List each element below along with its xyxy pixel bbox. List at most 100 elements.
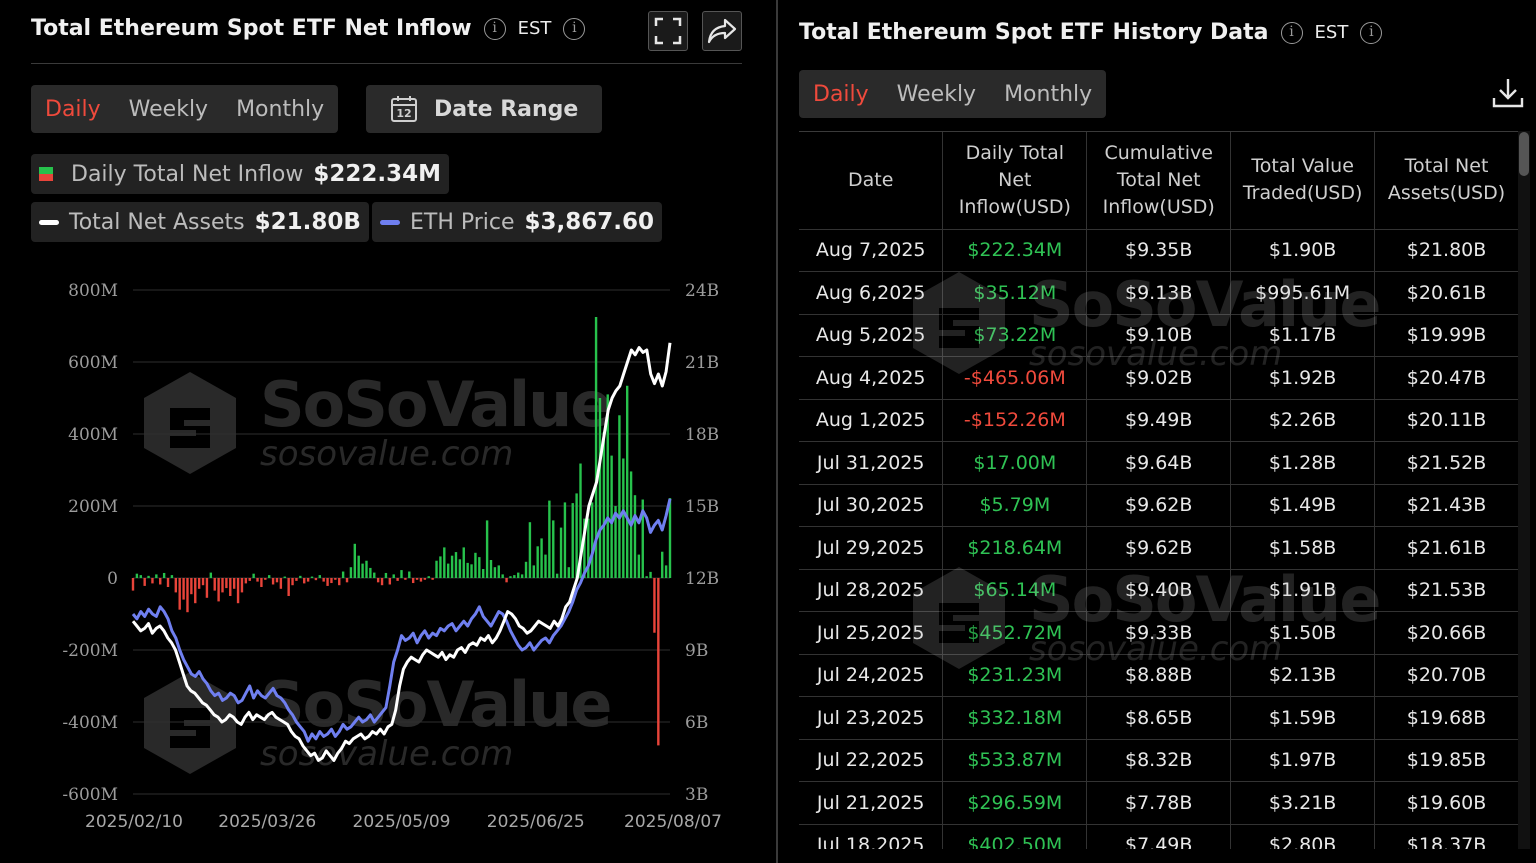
tab-monthly[interactable]: Monthly xyxy=(236,96,325,122)
inflow-bar xyxy=(322,578,325,582)
inflow-bar xyxy=(664,565,668,578)
table-cell: Jul 25,2025 xyxy=(799,611,944,655)
inflow-bar xyxy=(544,554,547,578)
table-cell: $20.66B xyxy=(1374,611,1519,655)
inflow-bar xyxy=(213,578,216,591)
inflow-bar xyxy=(614,506,617,578)
table-row[interactable]: Aug 7,2025 $222.34M $9.35B $1.90B $21.80B xyxy=(799,229,1519,272)
tab-monthly[interactable]: Monthly xyxy=(1004,81,1093,107)
inflow-bar xyxy=(513,575,516,578)
inflow-bar xyxy=(330,578,333,584)
inflow-bar xyxy=(583,518,586,578)
inflow-bar xyxy=(641,499,644,578)
table-row[interactable]: Jul 23,2025 $332.18M $8.65B $1.59B $19.68B xyxy=(799,696,1519,740)
column-header[interactable]: Daily Total Net Inflow(USD) xyxy=(942,132,1088,230)
inflow-bar xyxy=(373,572,376,578)
inflow-bar xyxy=(357,555,360,578)
column-header[interactable]: Date xyxy=(799,132,944,230)
inflow-bar xyxy=(458,559,462,578)
table-row[interactable]: Aug 5,2025 $73.22M $9.10B $1.17B $19.99B xyxy=(799,314,1519,357)
history-table-wrap[interactable]: Date Daily Total Net Inflow(USD) Cumulat… xyxy=(799,131,1519,849)
table-row[interactable]: Jul 30,2025 $5.79M $9.62B $1.49B $21.43B xyxy=(799,484,1519,527)
table-cell: $9.10B xyxy=(1086,314,1232,357)
column-header[interactable]: Total Value Traded(USD) xyxy=(1230,132,1376,230)
table-cell: $19.99B xyxy=(1374,314,1519,357)
column-header[interactable]: Total Net Assets(USD) xyxy=(1374,132,1519,230)
inflow-bar xyxy=(450,555,454,578)
history-panel: Total Ethereum Spot ETF History Data i E… xyxy=(779,0,1536,863)
inflow-bar xyxy=(548,500,551,578)
table-cell: $222.34M xyxy=(942,229,1088,272)
legend-inflow[interactable]: Daily Total Net Inflow $222.34M xyxy=(31,154,450,194)
inflow-bar xyxy=(252,573,255,578)
timezone-label: EST xyxy=(517,18,552,39)
table-cell: $2.80B xyxy=(1230,824,1376,849)
timezone-info-icon[interactable]: i xyxy=(563,17,586,40)
inflow-bar xyxy=(275,578,279,583)
tab-weekly[interactable]: Weekly xyxy=(128,96,209,122)
inflow-bar xyxy=(524,561,528,578)
table-row[interactable]: Jul 18,2025 $402.50M $7.49B $2.80B $18.37B xyxy=(799,824,1519,849)
table-cell: $1.92B xyxy=(1230,356,1376,400)
inflow-bar xyxy=(380,578,384,586)
right-tick-label: 24B xyxy=(685,281,719,301)
timezone-info-icon[interactable]: i xyxy=(1360,21,1383,44)
tab-weekly[interactable]: Weekly xyxy=(896,81,977,107)
history-period-tabs: Daily Weekly Monthly xyxy=(799,70,1107,118)
column-header[interactable]: Cumulative Total Net Inflow(USD) xyxy=(1086,132,1232,230)
table-scroll-thumb[interactable] xyxy=(1519,132,1529,176)
share-button[interactable] xyxy=(702,11,742,51)
fullscreen-button[interactable] xyxy=(648,11,688,51)
table-cell: $9.62B xyxy=(1086,484,1232,527)
table-cell: Aug 4,2025 xyxy=(799,356,944,400)
inflow-bar xyxy=(303,578,306,584)
table-row[interactable]: Aug 4,2025 -$465.06M $9.02B $1.92B $20.47B xyxy=(799,356,1519,400)
net-inflow-panel: Total Ethereum Spot ETF Net Inflow i EST… xyxy=(0,11,776,840)
table-cell: $20.70B xyxy=(1374,654,1519,697)
download-icon[interactable] xyxy=(1491,76,1525,110)
table-row[interactable]: Jul 29,2025 $218.64M $9.62B $1.58B $21.61B xyxy=(799,526,1519,570)
inflow-bar xyxy=(552,520,555,578)
table-row[interactable]: Jul 25,2025 $452.72M $9.33B $1.50B $20.66B xyxy=(799,611,1519,655)
table-cell: $9.35B xyxy=(1086,229,1232,272)
inflow-chart[interactable]: 800M 600M 400M 200M 0 -200M -400M -600M 24B 21B 1… xyxy=(0,270,776,840)
table-scrollbar[interactable] xyxy=(1518,131,1530,849)
right-axis: 24B 21B 18B 15B 12B 9B 6B 3B xyxy=(685,281,719,805)
legend-assets[interactable]: Total Net Assets $21.80B xyxy=(31,202,369,242)
x-tick-label: 2025/06/25 xyxy=(487,812,585,832)
table-cell: Aug 7,2025 xyxy=(799,229,944,272)
inflow-bar xyxy=(271,578,275,585)
table-row[interactable]: Aug 1,2025 -$152.26M $9.49B $2.26B $20.11B xyxy=(799,399,1519,442)
table-cell: $2.26B xyxy=(1230,399,1376,442)
table-row[interactable]: Jul 21,2025 $296.59M $7.78B $3.21B $19.60B xyxy=(799,781,1519,825)
info-icon[interactable]: i xyxy=(483,17,506,40)
right-tick-label: 9B xyxy=(685,641,708,661)
inflow-bar xyxy=(446,563,450,578)
table-cell: Jul 31,2025 xyxy=(799,441,944,485)
table-row[interactable]: Aug 6,2025 $35.12M $9.13B $995.61M $20.61B xyxy=(799,271,1519,315)
inflow-bar xyxy=(501,574,504,578)
tab-daily[interactable]: Daily xyxy=(45,96,101,122)
legend-price[interactable]: ETH Price $3,867.60 xyxy=(372,202,663,242)
inflow-bar xyxy=(349,567,353,578)
table-cell: Jul 22,2025 xyxy=(799,739,944,782)
table-cell: $1.50B xyxy=(1230,611,1376,655)
inflow-bar xyxy=(139,575,142,578)
inflow-bar xyxy=(478,557,481,578)
header-divider xyxy=(31,63,742,64)
tab-daily[interactable]: Daily xyxy=(813,81,869,107)
table-row[interactable]: Jul 24,2025 $231.23M $8.88B $2.13B $20.70B xyxy=(799,654,1519,697)
table-row[interactable]: Jul 28,2025 $65.14M $9.40B $1.91B $21.53B xyxy=(799,569,1519,612)
table-cell: Jul 28,2025 xyxy=(799,569,944,612)
table-cell: $9.62B xyxy=(1086,526,1232,570)
table-cell: Jul 24,2025 xyxy=(799,654,944,697)
inflow-bar xyxy=(291,578,294,586)
date-range-label: Date Range xyxy=(434,96,579,122)
table-row[interactable]: Jul 22,2025 $533.87M $8.32B $1.97B $19.85B xyxy=(799,739,1519,782)
date-range-button[interactable]: 12 Date Range xyxy=(366,85,603,133)
table-cell: $9.02B xyxy=(1086,356,1232,400)
table-cell: $9.13B xyxy=(1086,271,1232,315)
table-row[interactable]: Jul 31,2025 $17.00M $9.64B $1.28B $21.52B xyxy=(799,441,1519,485)
timezone-label: EST xyxy=(1314,22,1349,43)
info-icon[interactable]: i xyxy=(1280,21,1303,44)
